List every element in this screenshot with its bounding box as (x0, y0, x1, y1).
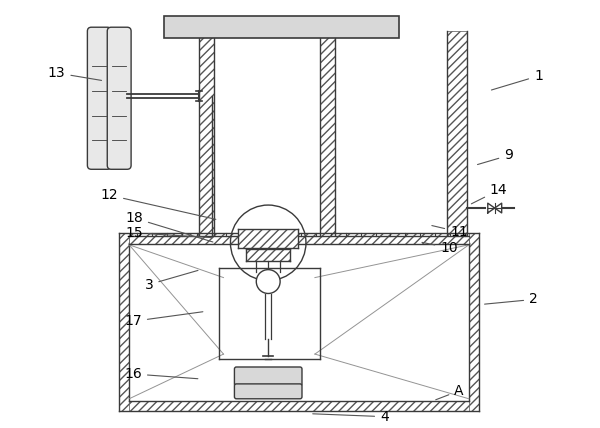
Text: 18: 18 (125, 211, 213, 242)
Text: 12: 12 (100, 188, 216, 219)
Text: 2: 2 (485, 292, 538, 306)
FancyBboxPatch shape (235, 384, 302, 399)
Bar (320, 31, 335, 235)
FancyBboxPatch shape (235, 367, 302, 386)
Bar (238, 229, 298, 248)
Text: 15: 15 (125, 226, 213, 240)
Bar (119, 401, 479, 411)
Text: 17: 17 (124, 312, 203, 328)
Bar (247, 249, 290, 261)
Bar (119, 233, 129, 411)
FancyBboxPatch shape (107, 27, 131, 169)
Circle shape (256, 270, 280, 294)
Text: 4: 4 (313, 410, 389, 424)
Text: 10: 10 (422, 241, 458, 255)
Text: 11: 11 (432, 225, 468, 239)
FancyBboxPatch shape (88, 27, 111, 169)
Bar (164, 16, 400, 38)
Text: 3: 3 (145, 270, 198, 291)
Text: 13: 13 (48, 66, 101, 80)
Text: A: A (436, 384, 464, 400)
Bar (199, 31, 214, 235)
Bar (469, 233, 479, 411)
Bar (129, 236, 469, 244)
Text: 9: 9 (478, 149, 513, 164)
Bar (119, 233, 479, 243)
Bar (447, 31, 467, 235)
Text: 16: 16 (124, 367, 198, 381)
Text: 1: 1 (491, 69, 543, 90)
Text: 14: 14 (472, 183, 508, 204)
